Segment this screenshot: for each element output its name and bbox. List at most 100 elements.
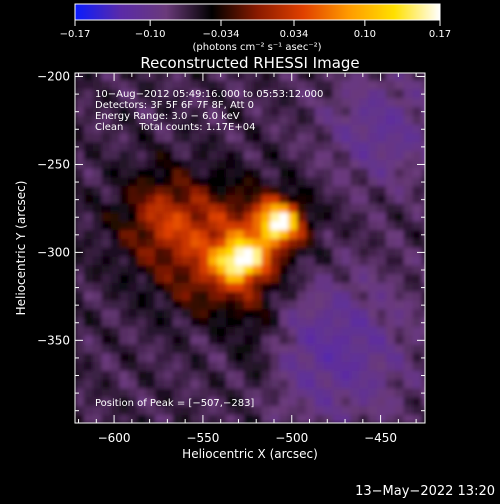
heatmap-cell [377, 97, 387, 108]
heatmap-cell [279, 343, 289, 354]
heatmap-cell [190, 238, 200, 248]
heatmap-cell [377, 370, 387, 380]
heatmap-cell [332, 255, 343, 266]
heatmap-cell [181, 387, 192, 398]
heatmap-cell [146, 282, 156, 292]
heatmap-cell [137, 194, 147, 204]
heatmap-cell [172, 317, 183, 327]
heatmap-cell [119, 379, 129, 389]
heatmap-cell [83, 229, 94, 239]
heatmap-cell [181, 73, 192, 81]
heatmap-cell [128, 238, 138, 248]
heatmap-cell [403, 326, 414, 336]
heatmap-cell [199, 115, 209, 125]
heatmap-cell [199, 414, 209, 423]
heatmap-cell [92, 88, 103, 99]
heatmap-cell [137, 150, 147, 160]
heatmap-cell [119, 211, 129, 222]
heatmap-cell [297, 159, 307, 169]
heatmap-cell [83, 387, 94, 398]
heatmap-cell [279, 361, 289, 371]
heatmap-cell [75, 88, 85, 99]
heatmap-cell [341, 299, 351, 310]
heatmap-cell [314, 141, 325, 151]
heatmap-cell [83, 132, 94, 143]
heatmap-cell [163, 387, 174, 398]
heatmap-cell [75, 106, 85, 116]
heatmap-cell [341, 141, 351, 151]
heatmap-cell [368, 106, 378, 116]
heatmap-cell [288, 150, 298, 160]
heatmap-cell [279, 80, 289, 90]
heatmap-cell [199, 273, 209, 283]
heatmap-cell [305, 229, 316, 239]
heatmap-cell [217, 185, 227, 195]
heatmap-cell [83, 185, 94, 195]
heatmap-cell [181, 370, 192, 380]
heatmap-cell [137, 379, 147, 389]
heatmap-cell [217, 343, 227, 354]
heatmap-cell [305, 141, 316, 151]
heatmap-cell [421, 132, 425, 143]
heatmap-cell [252, 247, 263, 257]
heatmap-cell [323, 150, 334, 160]
heatmap-cell [92, 115, 103, 125]
heatmap-cell [279, 352, 289, 363]
heatmap-cell [128, 141, 138, 151]
heatmap-cell [297, 291, 307, 301]
heatmap-cell [83, 255, 94, 266]
heatmap-cell [270, 97, 280, 108]
heatmap-cell [119, 282, 129, 292]
heatmap-cell [412, 150, 423, 160]
heatmap-cell [234, 229, 245, 239]
heatmap-cell [92, 370, 103, 380]
heatmap-cell [101, 194, 112, 204]
heatmap-cell [243, 264, 254, 275]
heatmap-cell [75, 167, 85, 178]
heatmap-cell [394, 220, 405, 231]
heatmap-cell [403, 352, 414, 363]
heatmap-cell [412, 396, 423, 407]
heatmap-cell [217, 124, 227, 134]
y-tick-label: −200 [37, 70, 70, 84]
heatmap-cell [403, 185, 414, 195]
heatmap-cell [92, 414, 103, 423]
heatmap-cell [119, 115, 129, 125]
heatmap-cell [297, 379, 307, 389]
heatmap-cell [75, 414, 85, 423]
heatmap-cell [288, 291, 298, 301]
heatmap-cell [332, 317, 343, 327]
heatmap-cell [252, 167, 263, 178]
heatmap-cell [288, 97, 298, 108]
heatmap-cell [217, 141, 227, 151]
heatmap-cell [199, 352, 209, 363]
heatmap-cell [234, 352, 245, 363]
heatmap-cell [412, 379, 423, 389]
heatmap-cell [146, 255, 156, 266]
heatmap-cell [226, 159, 236, 169]
heatmap-cell [208, 106, 218, 116]
heatmap-cell [332, 291, 343, 301]
heatmap-cell [172, 361, 183, 371]
heatmap-cell [163, 299, 174, 310]
heatmap-cell [412, 203, 423, 213]
heatmap-cell [350, 124, 360, 134]
heatmap-cell [199, 370, 209, 380]
heatmap-cell [305, 379, 316, 389]
heatmap-cell [101, 282, 112, 292]
heatmap-cell [83, 176, 94, 187]
heatmap-cell [261, 308, 272, 319]
heatmap-cell [226, 167, 236, 178]
heatmap-cell [261, 291, 272, 301]
heatmap-cell [92, 255, 103, 266]
heatmap-cell [421, 247, 425, 257]
heatmap-cell [163, 317, 174, 327]
heatmap-cell [119, 317, 129, 327]
heatmap-cell [119, 73, 129, 81]
heatmap-cell [350, 211, 360, 222]
heatmap-cell [92, 141, 103, 151]
heatmap-cell [359, 229, 369, 239]
heatmap-cell [128, 299, 138, 310]
heatmap-cell [208, 194, 218, 204]
heatmap-cell [172, 255, 183, 266]
